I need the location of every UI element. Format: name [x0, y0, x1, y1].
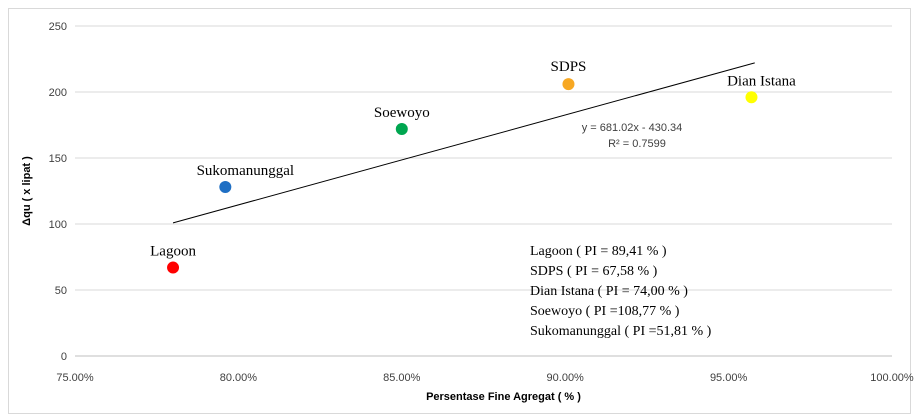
annotation-line: Sukomanunggal ( PI =51,81 % )	[530, 324, 712, 339]
x-tick-label: 80.00%	[220, 372, 258, 384]
y-axis-title: Δqu ( x lipat )	[21, 156, 33, 226]
x-tick-label: 100.00%	[870, 372, 914, 384]
y-tick-label: 0	[61, 351, 67, 363]
y-tick-label: 50	[55, 285, 67, 297]
annotation-block: Lagoon ( PI = 89,41 % ) SDPS ( PI = 67,58…	[530, 244, 712, 339]
point-label: Soewoyo	[374, 105, 430, 121]
annotation-line: Lagoon ( PI = 89,41 % )	[530, 244, 667, 259]
x-axis-title: Persentase Fine Agregat ( % )	[426, 391, 581, 403]
point-labels: Lagoon Sukomanunggal Soewoyo SDPS Dian Istan…	[150, 59, 796, 259]
point-label: SDPS	[551, 59, 587, 75]
annotation-line: Dian Istana ( PI = 74,00 % )	[530, 284, 688, 299]
y-axis-ticks: 0 50 100 150 200 250	[49, 21, 67, 363]
y-tick-label: 150	[49, 153, 67, 165]
data-point	[167, 261, 180, 274]
x-axis-ticks: 75.00% 80.00% 85.00% 90.00% 95.00% 100.00%	[56, 372, 914, 384]
x-tick-label: 75.00%	[56, 372, 94, 384]
x-tick-label: 95.00%	[710, 372, 748, 384]
x-tick-label: 90.00%	[547, 372, 585, 384]
data-point	[395, 122, 408, 135]
x-tick-label: 85.00%	[383, 372, 421, 384]
trendline-r2: R² = 0.7599	[608, 138, 666, 150]
y-tick-label: 200	[49, 87, 67, 99]
data-point	[745, 91, 758, 104]
data-point	[219, 181, 232, 194]
trendline-group	[172, 62, 755, 224]
point-label: Dian Istana	[727, 73, 796, 89]
grid-lines	[75, 25, 892, 357]
trendline-equation: y = 681.02x - 430.34	[582, 122, 683, 134]
y-tick-label: 100	[49, 219, 67, 231]
chart-frame	[8, 8, 911, 414]
annotation-line: Soewoyo ( PI =108,77 % )	[530, 304, 680, 319]
data-point	[562, 78, 575, 91]
data-points	[167, 78, 758, 274]
point-label: Sukomanunggal	[197, 163, 295, 179]
annotation-line: SDPS ( PI = 67,58 % )	[530, 264, 658, 279]
point-label: Lagoon	[150, 244, 196, 260]
trendline	[172, 62, 755, 224]
y-tick-label: 250	[49, 21, 67, 33]
